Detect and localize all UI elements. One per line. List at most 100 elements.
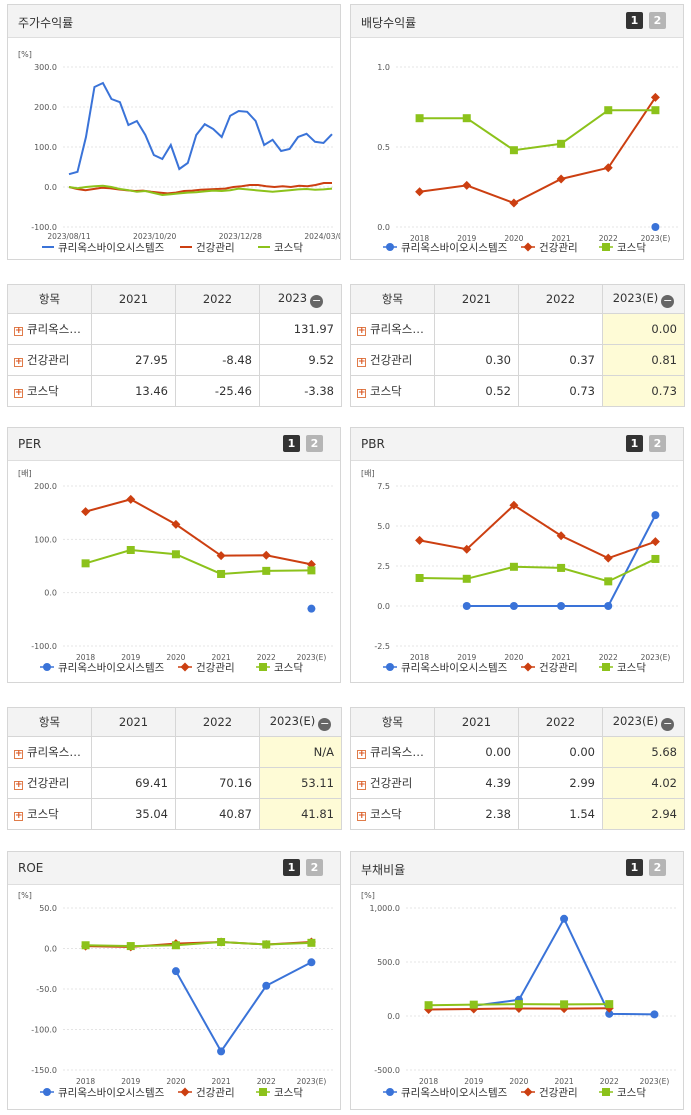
collapse-icon[interactable]: − [310, 293, 324, 308]
row-name[interactable]: + 코스닥 [7, 798, 92, 830]
view-2-button[interactable]: 2 [649, 435, 666, 452]
x-tick-label: 2023(E) [641, 234, 671, 243]
x-tick-label: 2021 [212, 1077, 231, 1086]
legend-label: 코스닥 [617, 1087, 646, 1099]
data-point [509, 146, 518, 155]
legend-label: 건강관리 [539, 662, 578, 674]
col-header-2022: 2022 [175, 284, 260, 314]
table-cell [434, 313, 519, 345]
view-1-button[interactable]: 1 [626, 859, 643, 876]
table-cell: -25.46 [175, 375, 260, 407]
view-2-button[interactable]: 2 [306, 435, 323, 452]
table-row: + 건강관리 27.95 -8.48 9.52 [7, 344, 342, 376]
table-row: + 큐리옥스… N/A [7, 736, 342, 768]
expand-icon[interactable]: + [14, 326, 23, 336]
table-cell: 41.81 [259, 798, 342, 830]
data-point [81, 941, 90, 950]
y-unit-label: [%] [18, 891, 32, 900]
table-cell: N/A [259, 736, 342, 768]
expand-icon[interactable]: + [357, 388, 366, 398]
row-name[interactable]: + 큐리옥스… [350, 313, 435, 345]
expand-icon[interactable]: + [14, 811, 23, 821]
x-tick-label: 2023/10/20 [133, 232, 176, 241]
row-name[interactable]: + 코스닥 [350, 798, 435, 830]
row-name[interactable]: + 건강관리 [7, 767, 92, 799]
expand-icon[interactable]: + [14, 357, 23, 367]
series-line [473, 916, 655, 1016]
view-1-button[interactable]: 1 [626, 435, 643, 452]
row-name[interactable]: + 건강관리 [350, 344, 435, 376]
series-line [175, 961, 312, 1054]
data-point [180, 662, 190, 672]
data-point [386, 243, 394, 251]
data-point [523, 662, 533, 672]
legend-label: 건강관리 [539, 1087, 578, 1099]
row-name[interactable]: + 코스닥 [350, 375, 435, 407]
data-point [651, 223, 660, 231]
expand-icon[interactable]: + [14, 388, 23, 398]
y-tick-label: 0.5 [377, 143, 390, 152]
y-tick-label: 50.0 [39, 904, 57, 913]
collapse-icon[interactable]: − [661, 716, 675, 731]
row-name[interactable]: + 큐리옥스… [7, 313, 92, 345]
table-row: + 건강관리 69.41 70.16 53.11 [7, 767, 342, 799]
col-header-2021: 2021 [434, 284, 519, 314]
view-1-button[interactable]: 1 [626, 12, 643, 29]
col-header-2023(E): 2023(E) − [602, 284, 685, 314]
row-name[interactable]: + 건강관리 [7, 344, 92, 376]
stock-return-panel: 주가수익률 [%] 300.0 200.0 100.0 0.0 -100.0 2023/08… [7, 4, 341, 260]
view-1-button[interactable]: 1 [283, 859, 300, 876]
data-point [650, 92, 660, 102]
expand-icon[interactable]: + [357, 326, 366, 336]
table-cell: 53.11 [259, 767, 342, 799]
data-point [462, 544, 472, 554]
panel-title: 배당수익률 [361, 16, 417, 30]
series-line [419, 503, 656, 560]
x-tick-label: 2023(E) [640, 1077, 670, 1086]
table-cell [91, 313, 176, 345]
row-name[interactable]: + 건강관리 [350, 767, 435, 799]
collapse-icon[interactable]: − [318, 716, 332, 731]
table-cell: 2.94 [602, 798, 685, 830]
row-name[interactable]: + 큐리옥스… [350, 736, 435, 768]
pbr-panel: PBR 1 2 [배] 7.5 5.0 2.5 0.0 -2.5 2018 2019 2020 2… [350, 427, 684, 683]
data-point [180, 1087, 190, 1097]
view-2-button[interactable]: 2 [649, 859, 666, 876]
expand-icon[interactable]: + [357, 357, 366, 367]
expand-icon[interactable]: + [14, 749, 23, 759]
panel-title: PER [18, 437, 42, 451]
table-cell [91, 736, 176, 768]
data-point [415, 187, 425, 197]
data-point [171, 941, 180, 950]
table-cell: 2.38 [434, 798, 519, 830]
x-tick-label: 2020 [166, 1077, 185, 1086]
y-tick-label: -100.0 [31, 642, 57, 651]
data-point [217, 569, 226, 578]
expand-icon[interactable]: + [357, 749, 366, 759]
view-2-button[interactable]: 2 [306, 859, 323, 876]
col-header-item: 항목 [350, 284, 435, 314]
expand-icon[interactable]: + [357, 811, 366, 821]
data-point [171, 550, 180, 559]
expand-icon[interactable]: + [357, 780, 366, 790]
row-name[interactable]: + 큐리옥스… [7, 736, 92, 768]
table-cell: 40.87 [175, 798, 260, 830]
data-point [560, 1000, 569, 1009]
collapse-icon[interactable]: − [661, 293, 675, 308]
roe-panel: ROE 1 2 [%] 50.0 0.0 -50.0 -100.0 -150.0 2018 2… [7, 851, 341, 1110]
x-tick-label: 2022 [600, 1077, 619, 1086]
data-point [81, 559, 90, 568]
data-point [462, 574, 471, 583]
data-point [424, 1001, 433, 1010]
table-cell: 0.81 [602, 344, 685, 376]
table-cell: 70.16 [175, 767, 260, 799]
row-name[interactable]: + 코스닥 [7, 375, 92, 407]
view-2-button[interactable]: 2 [649, 12, 666, 29]
x-tick-label: 2018 [410, 653, 429, 662]
expand-icon[interactable]: + [14, 780, 23, 790]
view-1-button[interactable]: 1 [283, 435, 300, 452]
series-line [419, 109, 656, 152]
series-line [85, 548, 312, 575]
y-tick-label: 0.0 [44, 945, 57, 954]
